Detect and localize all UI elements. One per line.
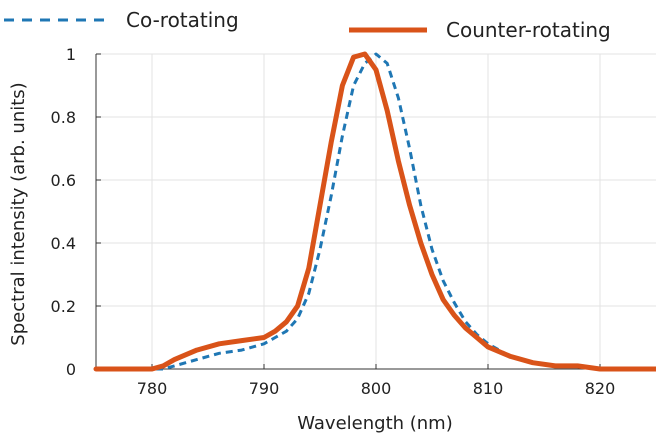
y-axis-label: Spectral intensity (arb. units) xyxy=(8,82,29,345)
x-tick-label: 820 xyxy=(585,379,616,398)
x-tick-label: 800 xyxy=(361,379,392,398)
x-ticks: 780 790 800 810 820 xyxy=(137,364,616,398)
y-ticks: 0 0.2 0.4 0.6 0.8 1 xyxy=(51,45,101,379)
legend-label-co-rotating: Co-rotating xyxy=(126,8,239,32)
y-tick-label: 0.8 xyxy=(51,108,76,127)
series-layer xyxy=(93,51,656,372)
y-tick-label: 1 xyxy=(66,45,76,64)
x-tick-label: 780 xyxy=(137,379,168,398)
y-tick-label: 0.6 xyxy=(51,171,76,190)
y-tick-label: 0 xyxy=(66,360,76,379)
series-line-counter-rotating xyxy=(93,51,656,372)
x-tick-label: 810 xyxy=(473,379,504,398)
legend-label-counter-rotating: Counter-rotating xyxy=(446,18,611,42)
y-tick-label: 0.2 xyxy=(51,297,76,316)
y-tick-label: 0.4 xyxy=(51,234,76,253)
grid xyxy=(96,53,656,370)
legend: Co-rotating Counter-rotating xyxy=(4,8,611,42)
x-axis-label: Wavelength (nm) xyxy=(297,413,453,434)
x-tick-label: 790 xyxy=(249,379,280,398)
